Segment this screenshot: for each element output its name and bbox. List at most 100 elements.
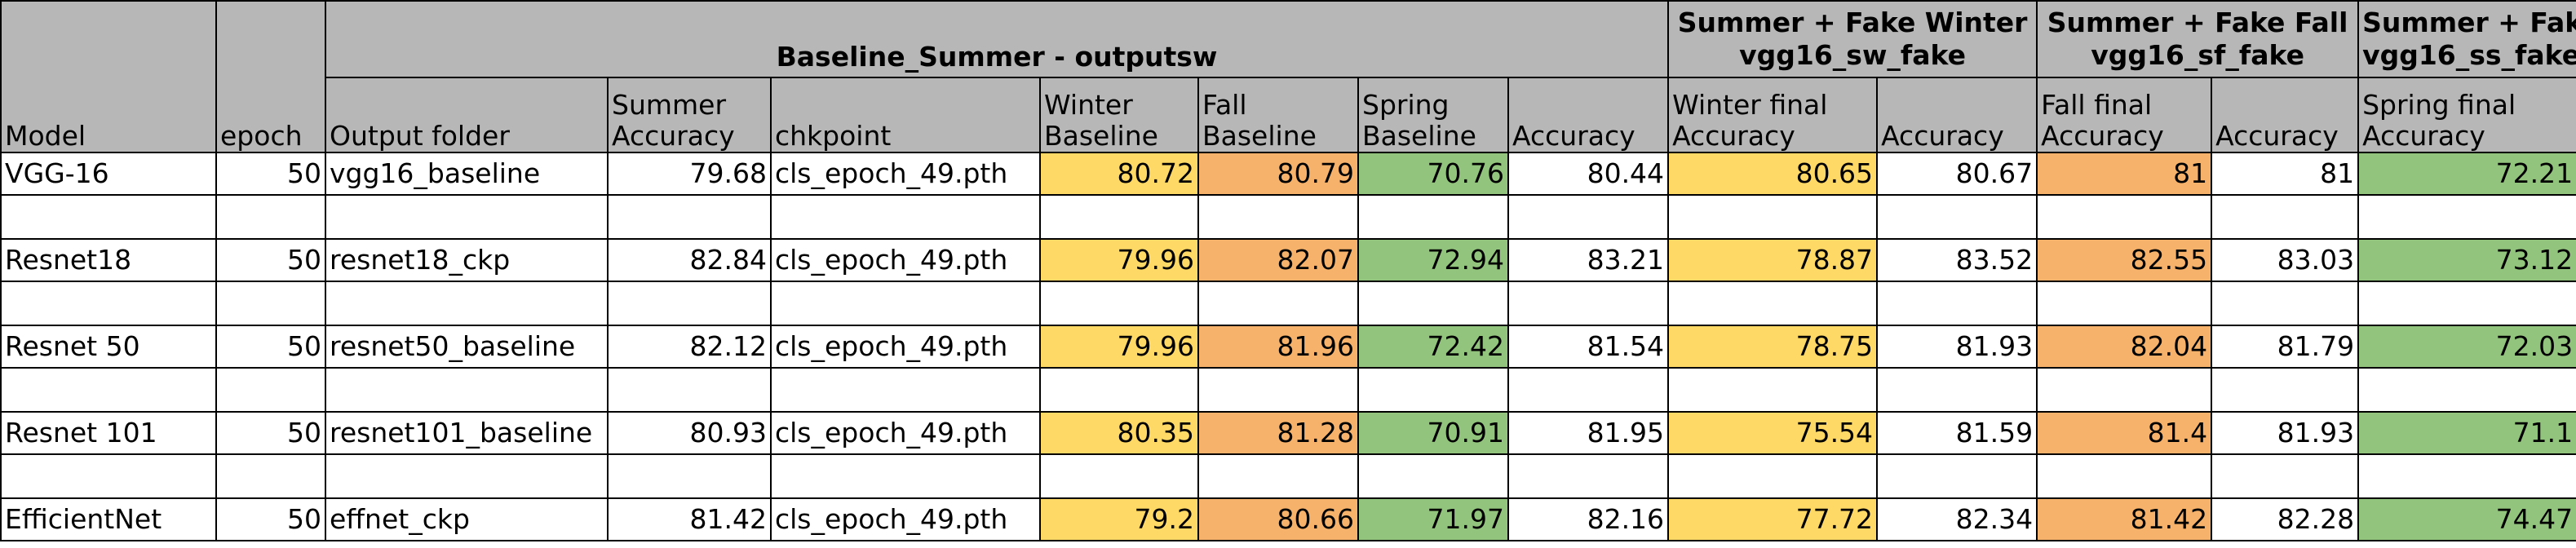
cell-epoch[interactable]: 50 [215, 238, 326, 282]
empty-cell[interactable] [770, 194, 1041, 240]
empty-cell[interactable] [215, 367, 326, 413]
empty-cell[interactable] [2036, 281, 2213, 326]
header-output-folder[interactable]: Output folder [325, 77, 609, 153]
empty-cell[interactable] [1507, 453, 1670, 499]
empty-cell[interactable] [1876, 194, 2038, 240]
cell-summer-accuracy[interactable]: 79.68 [607, 152, 772, 196]
cell-spring-final[interactable]: 72.21 [2357, 152, 2576, 196]
cell-epoch[interactable]: 50 [215, 152, 326, 196]
empty-cell[interactable] [1507, 281, 1670, 326]
empty-cell[interactable] [2211, 281, 2360, 326]
cell-ss-accuracy[interactable]: 83.03 [2211, 238, 2360, 282]
cell-ss-accuracy[interactable]: 81.79 [2211, 325, 2360, 369]
cell-output-folder[interactable]: resnet50_baseline [325, 325, 609, 369]
header-spring-baseline[interactable]: Spring Baseline [1357, 77, 1509, 153]
cell-winter-final[interactable]: 75.54 [1667, 411, 1879, 455]
empty-cell[interactable] [607, 281, 772, 326]
cell-fall-baseline[interactable]: 80.79 [1197, 152, 1359, 196]
empty-cell[interactable] [2357, 194, 2576, 240]
empty-cell[interactable] [0, 453, 217, 499]
empty-cell[interactable] [2357, 367, 2576, 413]
header-summer-accuracy[interactable]: Summer Accuracy [607, 77, 772, 153]
cell-model[interactable]: Resnet18 [0, 238, 217, 282]
cell-spring-final[interactable]: 72.03 [2357, 325, 2576, 369]
empty-cell[interactable] [2211, 194, 2360, 240]
cell-spring-final[interactable]: 71.1 [2357, 411, 2576, 455]
empty-cell[interactable] [0, 281, 217, 326]
empty-cell[interactable] [2211, 453, 2360, 499]
empty-cell[interactable] [2036, 453, 2213, 499]
cell-sf-accuracy[interactable]: 82.34 [1876, 497, 2038, 541]
empty-cell[interactable] [1667, 367, 1879, 413]
header-group-fake-fall[interactable]: Summer + Fake Fall vgg16_sf_fake [2036, 0, 2360, 78]
empty-cell[interactable] [1357, 281, 1509, 326]
cell-sf-accuracy[interactable]: 80.67 [1876, 152, 2038, 196]
empty-cell[interactable] [1197, 453, 1359, 499]
cell-sf-accuracy[interactable]: 83.52 [1876, 238, 2038, 282]
header-epoch[interactable]: epoch [215, 0, 326, 153]
cell-fall-baseline[interactable]: 81.96 [1197, 325, 1359, 369]
empty-cell[interactable] [1357, 453, 1509, 499]
cell-winter-baseline[interactable]: 80.35 [1039, 411, 1199, 455]
empty-cell[interactable] [607, 194, 772, 240]
cell-fall-final[interactable]: 81.42 [2036, 497, 2213, 541]
cell-ss-accuracy[interactable]: 81 [2211, 152, 2360, 196]
empty-cell[interactable] [325, 367, 609, 413]
empty-cell[interactable] [770, 453, 1041, 499]
cell-fall-final[interactable]: 82.04 [2036, 325, 2213, 369]
empty-cell[interactable] [1197, 367, 1359, 413]
empty-cell[interactable] [215, 281, 326, 326]
cell-spring-baseline[interactable]: 72.42 [1357, 325, 1509, 369]
cell-winter-baseline[interactable]: 79.96 [1039, 238, 1199, 282]
header-winter-baseline[interactable]: Winter Baseline [1039, 77, 1199, 153]
header-group-fake-spring[interactable]: Summer + Fake Springvgg16_ss_fake [2357, 0, 2576, 78]
cell-spring-baseline[interactable]: 72.94 [1357, 238, 1509, 282]
empty-cell[interactable] [1197, 281, 1359, 326]
cell-winter-final[interactable]: 80.65 [1667, 152, 1879, 196]
cell-winter-final[interactable]: 77.72 [1667, 497, 1879, 541]
empty-cell[interactable] [1357, 194, 1509, 240]
cell-spring-final[interactable]: 73.12 [2357, 238, 2576, 282]
cell-sw-accuracy[interactable]: 80.44 [1507, 152, 1670, 196]
empty-cell[interactable] [2357, 281, 2576, 326]
header-fall-baseline[interactable]: Fall Baseline [1197, 77, 1359, 153]
empty-cell[interactable] [607, 367, 772, 413]
cell-sf-accuracy[interactable]: 81.59 [1876, 411, 2038, 455]
cell-chkpoint[interactable]: cls_epoch_49.pth [770, 325, 1041, 369]
cell-spring-baseline[interactable]: 70.91 [1357, 411, 1509, 455]
header-fall-final[interactable]: Fall final Accuracy [2036, 77, 2213, 153]
empty-cell[interactable] [1039, 367, 1199, 413]
empty-cell[interactable] [1507, 194, 1670, 240]
cell-fall-baseline[interactable]: 80.66 [1197, 497, 1359, 541]
cell-epoch[interactable]: 50 [215, 325, 326, 369]
cell-spring-baseline[interactable]: 70.76 [1357, 152, 1509, 196]
cell-model[interactable]: EfficientNet [0, 497, 217, 541]
empty-cell[interactable] [0, 194, 217, 240]
cell-sw-accuracy[interactable]: 82.16 [1507, 497, 1670, 541]
empty-cell[interactable] [1667, 453, 1879, 499]
cell-chkpoint[interactable]: cls_epoch_49.pth [770, 152, 1041, 196]
cell-model[interactable]: Resnet 50 [0, 325, 217, 369]
empty-cell[interactable] [1039, 281, 1199, 326]
cell-sw-accuracy[interactable]: 83.21 [1507, 238, 1670, 282]
cell-ss-accuracy[interactable]: 82.28 [2211, 497, 2360, 541]
header-sw-accuracy[interactable]: Accuracy [1507, 77, 1670, 153]
cell-output-folder[interactable]: effnet_ckp [325, 497, 609, 541]
cell-winter-final[interactable]: 78.87 [1667, 238, 1879, 282]
empty-cell[interactable] [1357, 367, 1509, 413]
empty-cell[interactable] [1039, 453, 1199, 499]
empty-cell[interactable] [1039, 194, 1199, 240]
empty-cell[interactable] [325, 281, 609, 326]
header-winter-final[interactable]: Winter final Accuracy [1667, 77, 1879, 153]
header-chkpoint[interactable]: chkpoint [770, 77, 1041, 153]
cell-fall-final[interactable]: 82.55 [2036, 238, 2213, 282]
empty-cell[interactable] [1876, 281, 2038, 326]
cell-winter-baseline[interactable]: 79.96 [1039, 325, 1199, 369]
header-group-fake-winter[interactable]: Summer + Fake Winter vgg16_sw_fake [1667, 0, 2038, 78]
cell-chkpoint[interactable]: cls_epoch_49.pth [770, 238, 1041, 282]
empty-cell[interactable] [215, 194, 326, 240]
header-ss-accuracy[interactable]: Accuracy [2211, 77, 2360, 153]
empty-cell[interactable] [1876, 453, 2038, 499]
cell-output-folder[interactable]: vgg16_baseline [325, 152, 609, 196]
cell-sw-accuracy[interactable]: 81.95 [1507, 411, 1670, 455]
